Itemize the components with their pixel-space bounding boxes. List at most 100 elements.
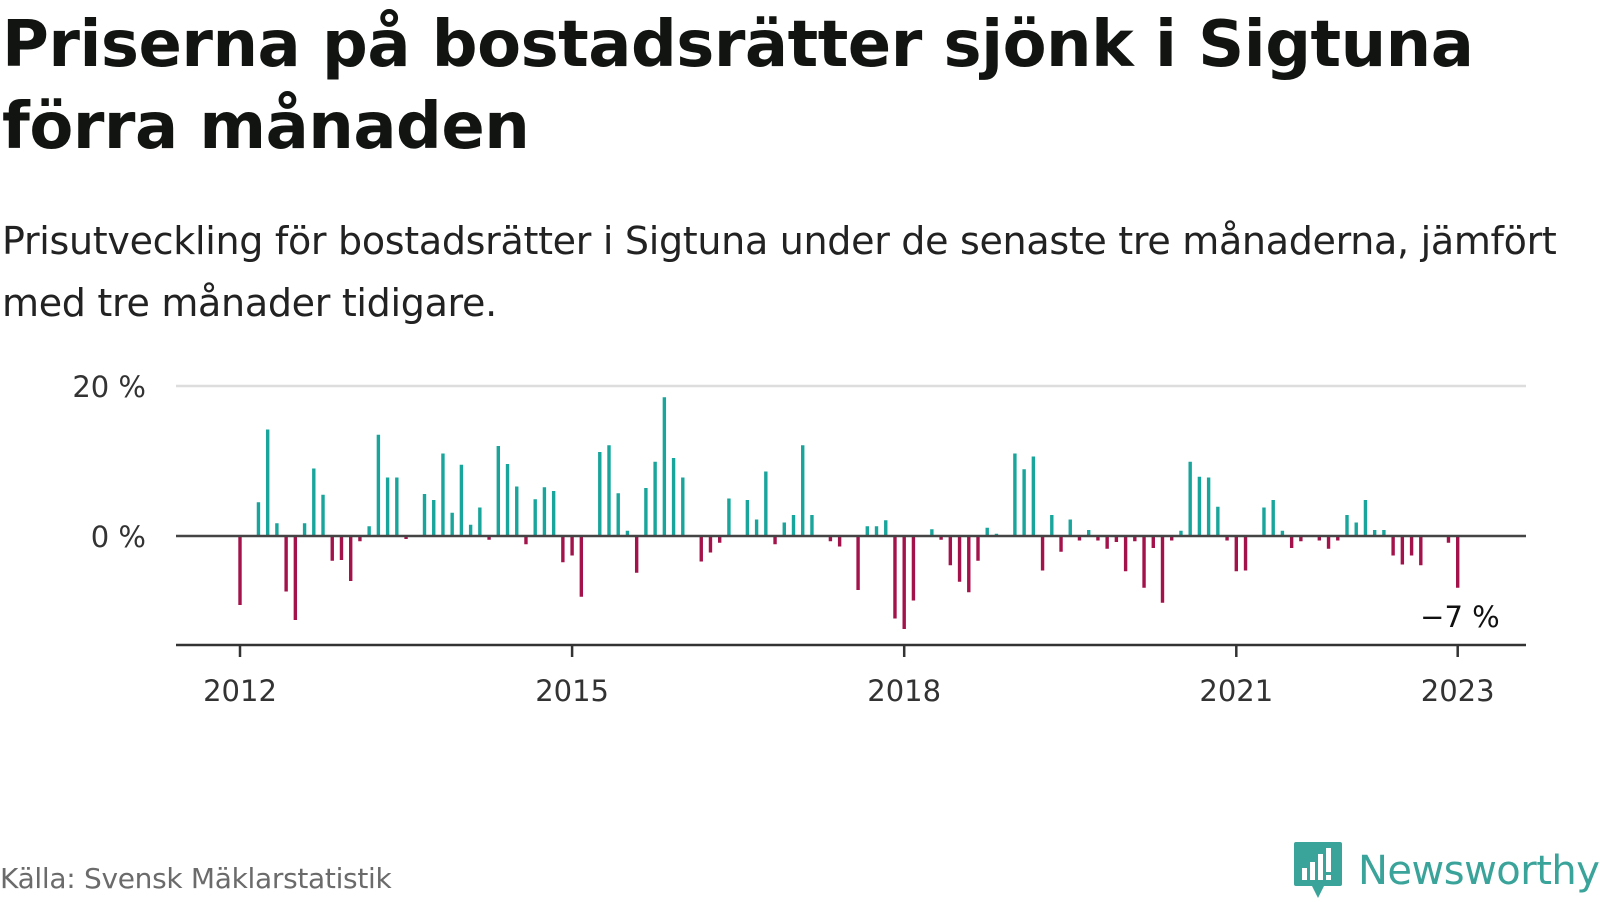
bar bbox=[598, 452, 602, 536]
bar bbox=[662, 397, 667, 536]
bar bbox=[985, 527, 989, 536]
bar bbox=[837, 536, 842, 547]
bar bbox=[782, 522, 786, 536]
bar bbox=[939, 536, 943, 540]
bar bbox=[874, 526, 879, 536]
bar bbox=[1363, 500, 1368, 536]
bar bbox=[791, 515, 796, 536]
bar bbox=[634, 536, 639, 573]
bar bbox=[422, 494, 427, 536]
bar bbox=[1456, 536, 1460, 588]
bar bbox=[284, 536, 288, 592]
chart-title: Priserna på bostadsrätter sjönk i Sigtun… bbox=[2, 8, 1474, 164]
x-tick-label: 2023 bbox=[1421, 674, 1495, 708]
bar bbox=[856, 536, 860, 590]
bar bbox=[644, 488, 648, 536]
bar bbox=[699, 536, 703, 562]
bar bbox=[1400, 536, 1405, 565]
bar bbox=[976, 536, 980, 561]
bar bbox=[1354, 522, 1358, 536]
newsworthy-logo: Newsworthy bbox=[1292, 840, 1600, 902]
bar bbox=[395, 477, 399, 536]
bar bbox=[1179, 530, 1183, 536]
bar bbox=[349, 536, 353, 581]
bar bbox=[607, 445, 611, 536]
bar bbox=[1133, 536, 1137, 542]
bar bbox=[1050, 515, 1054, 536]
bar bbox=[1280, 530, 1285, 536]
bar bbox=[1317, 536, 1322, 541]
bar bbox=[542, 487, 547, 536]
x-tick-label: 2012 bbox=[203, 674, 277, 708]
bar bbox=[385, 477, 390, 536]
bar bbox=[810, 515, 814, 536]
bar bbox=[671, 458, 676, 536]
newsworthy-icon bbox=[1294, 842, 1342, 898]
bar bbox=[1206, 477, 1211, 536]
bar bbox=[653, 461, 657, 536]
bar bbox=[1326, 536, 1331, 549]
bar bbox=[441, 453, 445, 536]
bar bbox=[718, 536, 722, 543]
bar bbox=[459, 464, 464, 536]
bar bbox=[911, 536, 916, 601]
bar bbox=[1031, 456, 1036, 536]
bar bbox=[957, 536, 962, 582]
chart-subtitle: Prisutveckling för bostadsrätter i Sigtu… bbox=[2, 219, 1557, 325]
bar bbox=[468, 524, 473, 536]
y-tick-label: 0 % bbox=[91, 520, 146, 554]
bar bbox=[570, 536, 574, 556]
bar bbox=[930, 529, 934, 536]
bar bbox=[1345, 515, 1349, 536]
bar bbox=[1160, 536, 1165, 603]
bar bbox=[1087, 530, 1091, 536]
bar-chart: 0 % 20 % 2012 2015 2018 2021 2023 −7 % bbox=[72, 370, 1526, 708]
bar bbox=[1262, 507, 1266, 536]
bar bbox=[561, 536, 565, 563]
bar bbox=[1243, 536, 1248, 571]
bar bbox=[1391, 536, 1395, 556]
bar bbox=[1271, 500, 1275, 536]
bar bbox=[432, 500, 436, 536]
bar bbox=[579, 536, 584, 597]
bar bbox=[1336, 536, 1340, 541]
bar bbox=[1197, 476, 1202, 536]
bar bbox=[708, 536, 713, 553]
bar bbox=[487, 536, 491, 540]
x-tick-label: 2018 bbox=[867, 674, 941, 708]
bar bbox=[1142, 536, 1146, 588]
bar bbox=[625, 530, 630, 536]
bar bbox=[358, 536, 362, 542]
bar bbox=[265, 429, 270, 536]
bar bbox=[1234, 536, 1238, 572]
bar bbox=[339, 536, 344, 560]
bar bbox=[727, 498, 731, 536]
bar bbox=[1105, 536, 1109, 549]
bar bbox=[238, 536, 242, 605]
bar bbox=[1225, 536, 1229, 541]
bar bbox=[1114, 536, 1119, 542]
bar bbox=[754, 519, 759, 536]
bar bbox=[1013, 453, 1017, 536]
bar bbox=[1419, 536, 1423, 566]
bar bbox=[312, 468, 316, 536]
bar bbox=[496, 446, 500, 536]
bar bbox=[1040, 536, 1045, 571]
bar bbox=[1188, 461, 1192, 536]
bar bbox=[1096, 536, 1100, 541]
bar bbox=[801, 445, 805, 536]
bar bbox=[1059, 536, 1063, 552]
bar bbox=[321, 494, 325, 536]
bar bbox=[616, 493, 620, 536]
bar bbox=[828, 536, 833, 542]
bar bbox=[865, 526, 869, 536]
bar bbox=[764, 471, 768, 536]
bar bbox=[293, 536, 298, 620]
bar bbox=[505, 464, 510, 536]
bar bbox=[450, 512, 454, 536]
bar bbox=[1382, 530, 1386, 536]
bar bbox=[967, 536, 971, 593]
bar bbox=[533, 499, 537, 536]
bar bbox=[1446, 536, 1451, 543]
x-tick-label: 2021 bbox=[1199, 674, 1273, 708]
